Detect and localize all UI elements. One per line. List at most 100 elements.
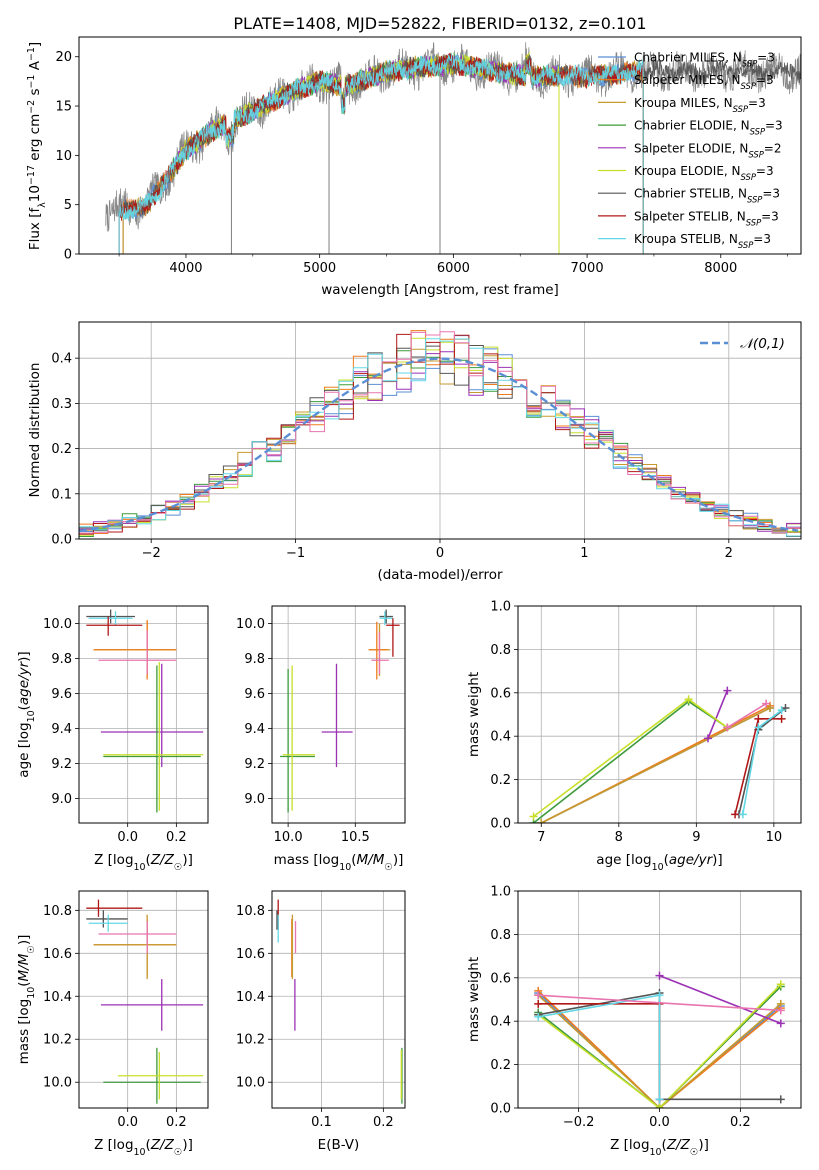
y-axis-label: mass weight xyxy=(466,672,482,757)
label-part: )] xyxy=(182,852,193,868)
weight-marker xyxy=(776,980,785,989)
label-part: SSP xyxy=(738,240,754,250)
histogram-series xyxy=(79,338,801,537)
x-tick-label: 0.2 xyxy=(166,830,187,845)
legend-label: Salpeter MILES, NSSP=3 xyxy=(634,73,774,91)
y-tick-label: 0.2 xyxy=(490,773,511,788)
x-axis-label: Z [log10(Z/Z☉)] xyxy=(94,852,193,873)
plot-group xyxy=(276,899,403,1104)
error-cross xyxy=(371,632,389,675)
label-part: ( xyxy=(146,1137,151,1153)
x-tick-label: 5000 xyxy=(303,261,336,276)
axes-frame xyxy=(271,890,406,1109)
weight-marker xyxy=(655,1095,664,1104)
label-part: Chabrier ELODIE, N xyxy=(634,119,750,133)
x-tick-label: 0.0 xyxy=(649,1115,670,1130)
label-part: Z [log xyxy=(610,1137,649,1153)
y-tick-label: 10.4 xyxy=(236,990,265,1005)
plot-group xyxy=(86,899,204,1104)
label-part: )] xyxy=(16,935,32,946)
error-cross xyxy=(86,609,135,624)
weight-marker xyxy=(655,991,664,1000)
x-tick-label: 0.0 xyxy=(117,1115,138,1130)
legend-label: Kroupa MILES, NSSP=3 xyxy=(634,96,766,114)
error-cross xyxy=(93,621,177,676)
label-part: =3 xyxy=(761,209,779,223)
axes-frame xyxy=(517,890,802,1109)
error-cross xyxy=(321,663,353,767)
label-part: ( xyxy=(664,852,669,868)
error-cross xyxy=(368,621,388,680)
legend-label: Chabrier MILES, NSSP=3 xyxy=(634,51,775,69)
label-part: ☉ xyxy=(174,862,182,873)
error-cross xyxy=(103,665,201,813)
label-part: )] xyxy=(393,852,404,868)
axes-frame xyxy=(78,605,209,824)
y-tick-label: 10.0 xyxy=(43,617,72,632)
y-tick-label: 0.2 xyxy=(51,442,72,457)
label-part: =3 xyxy=(753,232,771,246)
weight-marker xyxy=(529,812,538,821)
y-tick-label: 10.6 xyxy=(236,947,265,962)
label-part: ☉ xyxy=(384,862,392,873)
label-part: Z [log xyxy=(94,852,133,868)
label-part: 10 xyxy=(26,987,37,999)
x-tick-label: 0.2 xyxy=(373,1115,394,1130)
label-part: erg cm xyxy=(27,114,43,165)
y-tick-label: 10.0 xyxy=(236,617,265,632)
label-part: age/yr xyxy=(16,660,32,705)
x-tick-label: 10 xyxy=(766,830,783,845)
label-part: ( xyxy=(16,981,32,986)
label-part: ☉ xyxy=(690,1147,698,1158)
label-part: =3 xyxy=(748,96,766,110)
axes-frame xyxy=(78,321,802,540)
y-tick-label: 0.2 xyxy=(490,1058,511,1073)
histogram-series xyxy=(79,331,801,534)
legend-label: Salpeter STELIB, NSSP=3 xyxy=(634,209,779,227)
label-part: −2 xyxy=(26,100,37,114)
x-axis-label: mass [log10(M/M☉)] xyxy=(274,852,404,873)
x-tick-label: 0.0 xyxy=(117,830,138,845)
x-tick-label: 6000 xyxy=(437,261,470,276)
weight-line xyxy=(726,702,767,729)
grid-group xyxy=(79,891,208,1108)
label-part: Z [log xyxy=(94,1137,133,1153)
label-part: 10 xyxy=(650,1147,662,1158)
y-tick-label: 0 xyxy=(64,248,72,263)
error-cross xyxy=(88,611,133,626)
x-axis-label: Z [log10(Z/Z☉)] xyxy=(610,1137,709,1158)
x-axis-label: wavelength [Angstrom, rest frame] xyxy=(321,282,559,298)
weight-line xyxy=(540,707,771,823)
x-tick-label: 0.1 xyxy=(311,1115,332,1130)
weight-marker xyxy=(754,723,763,732)
weight-marker xyxy=(534,991,543,1000)
label-part: ☉ xyxy=(26,945,37,953)
x-axis-label: age [log10(age/yr)] xyxy=(596,852,722,873)
weight-line xyxy=(537,990,782,1108)
spectrum-title: PLATE=1408, MJD=52822, FIBERID=0132, z=0… xyxy=(233,14,646,33)
weight-marker xyxy=(723,686,732,695)
label-part: Kroupa MILES, N xyxy=(634,96,733,110)
label-part: Salpeter ELODIE, N xyxy=(634,141,748,155)
legend-label: 𝒩(0,1) xyxy=(740,336,785,352)
label-part: 10 xyxy=(339,862,351,873)
legend-label: Kroupa ELODIE, NSSP=3 xyxy=(634,164,774,182)
label-part: age [log xyxy=(16,722,32,777)
label-part: ( xyxy=(16,705,32,710)
y-tick-label: 0.4 xyxy=(51,352,72,367)
x-tick-label: 0.2 xyxy=(730,1115,751,1130)
y-tick-label: 0.0 xyxy=(490,1102,511,1117)
x-tick-label: −1 xyxy=(286,546,305,561)
error-cross xyxy=(282,665,315,811)
error-cross xyxy=(100,979,204,1031)
y-axis-label: Normed distribution xyxy=(27,363,43,498)
label-part: Chabrier MILES, N xyxy=(634,51,742,65)
label-part: mass [log xyxy=(16,999,32,1065)
label-part: M/M xyxy=(357,852,385,868)
label-part: SSP xyxy=(741,172,757,182)
error-cross xyxy=(386,618,400,657)
legend-label: Chabrier STELIB, NSSP=3 xyxy=(634,187,780,205)
x-tick-label: 9 xyxy=(692,830,700,845)
error-cross xyxy=(93,620,177,680)
weight-marker xyxy=(534,1012,543,1021)
